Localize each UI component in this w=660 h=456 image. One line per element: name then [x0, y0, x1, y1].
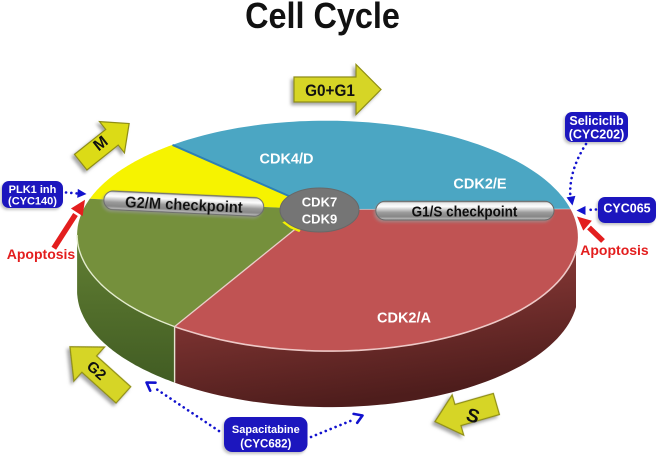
svg-text:S: S — [464, 405, 483, 429]
svg-text:G0+G1: G0+G1 — [305, 81, 355, 100]
svg-text:CYC065: CYC065 — [603, 202, 650, 216]
svg-text:Apoptosis: Apoptosis — [7, 246, 76, 262]
svg-text:(CYC140): (CYC140) — [8, 196, 57, 208]
svg-text:Apoptosis: Apoptosis — [580, 242, 649, 258]
svg-text:(CYC682): (CYC682) — [240, 439, 291, 451]
svg-text:G1/S checkpoint: G1/S checkpoint — [412, 204, 518, 221]
svg-text:CDK2/E: CDK2/E — [453, 177, 507, 193]
svg-text:Seliciclib: Seliciclib — [569, 114, 624, 128]
svg-text:PLK1 inh: PLK1 inh — [9, 184, 57, 196]
svg-text:(CYC202): (CYC202) — [569, 128, 625, 142]
svg-text:CDK7: CDK7 — [302, 195, 337, 210]
svg-text:CDK9: CDK9 — [302, 212, 337, 227]
svg-text:G2/M checkpoint: G2/M checkpoint — [125, 194, 243, 217]
svg-text:CDK4/D: CDK4/D — [260, 152, 314, 168]
svg-text:Cell Cycle: Cell Cycle — [245, 0, 400, 36]
svg-text:Sapacitabine: Sapacitabine — [232, 424, 300, 436]
svg-text:CDK2/A: CDK2/A — [377, 311, 432, 327]
